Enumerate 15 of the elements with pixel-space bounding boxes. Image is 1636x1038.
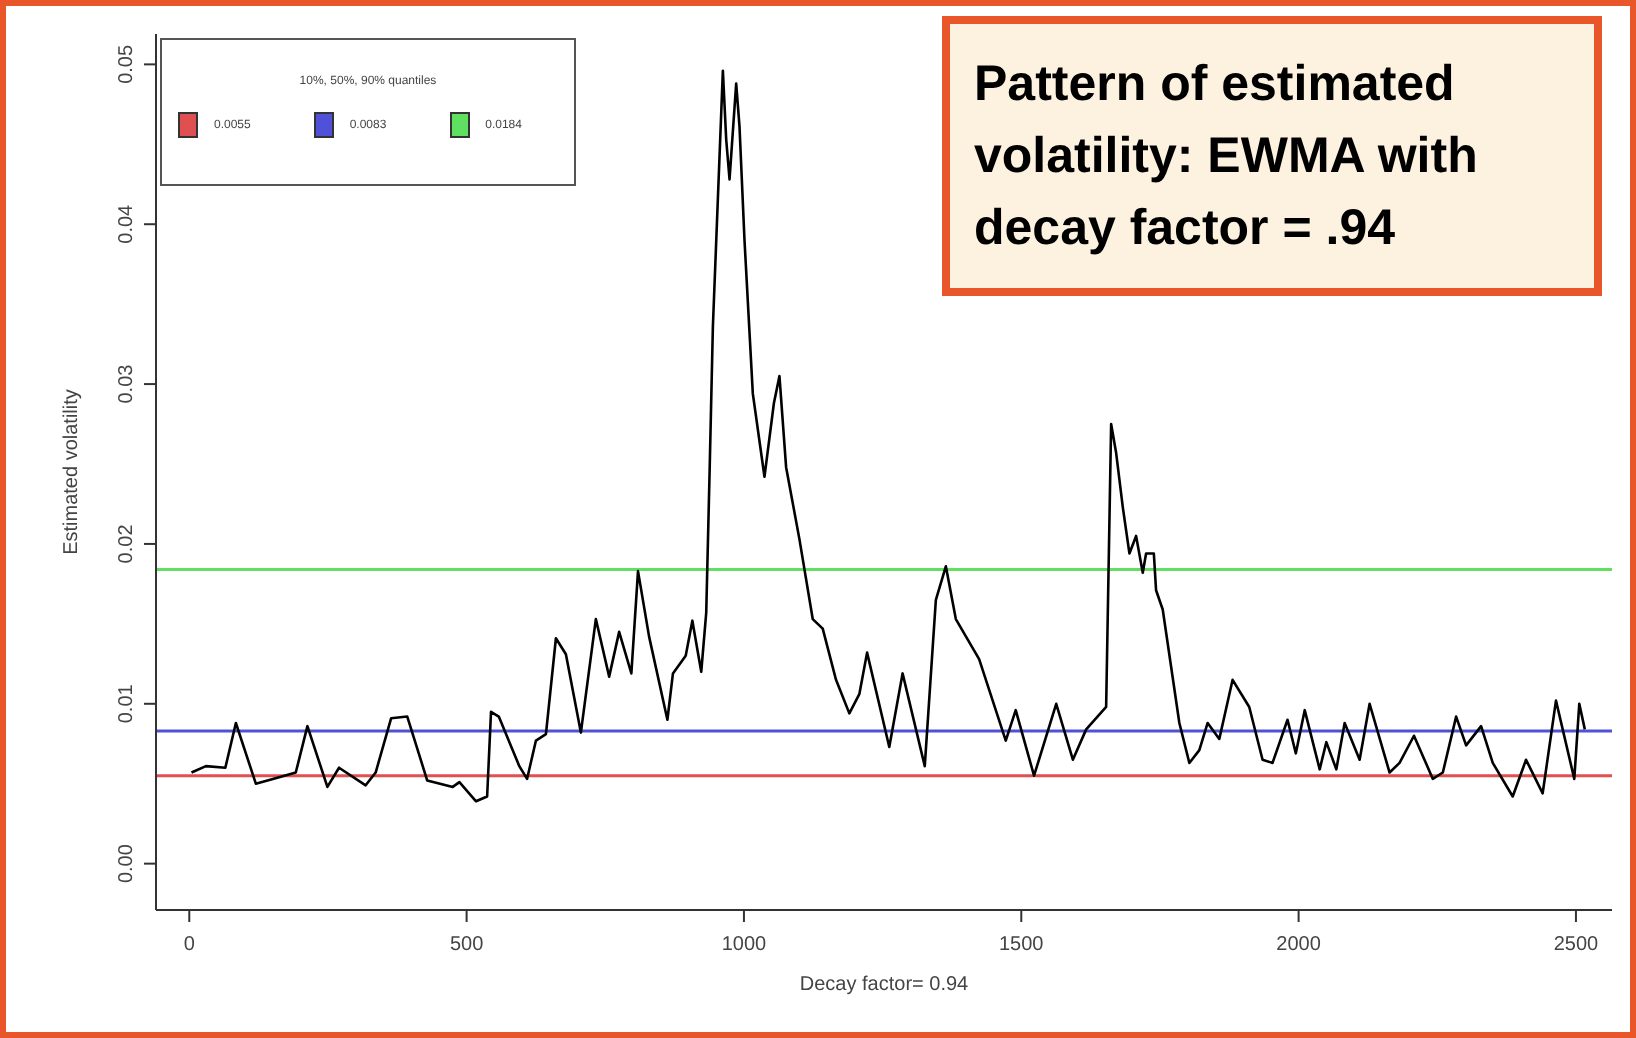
y-axis-title: Estimated volatility xyxy=(61,389,83,555)
x-tick-label: 0 xyxy=(183,934,196,956)
y-tick-label: 0.03 xyxy=(116,363,138,404)
x-axis-title: Decay factor= 0.94 xyxy=(797,974,971,996)
y-tick-label: 0.00 xyxy=(116,843,138,884)
x-tick-label: 1500 xyxy=(999,934,1045,956)
y-tick-label: 0.02 xyxy=(116,523,138,564)
x-tick-label: 1000 xyxy=(721,934,768,956)
text: Pattern of estimated volatility: EWMA with decay factor = .94 xyxy=(942,16,1602,296)
x-tick-label: 2500 xyxy=(1553,934,1600,956)
y-tick-label: 0.01 xyxy=(116,683,138,724)
x-tick-label: 2000 xyxy=(1276,934,1322,956)
y-tick-label: 0.05 xyxy=(116,44,138,84)
y-tick-label: 0.04 xyxy=(116,203,138,244)
x-tick-label: 500 xyxy=(449,934,485,956)
